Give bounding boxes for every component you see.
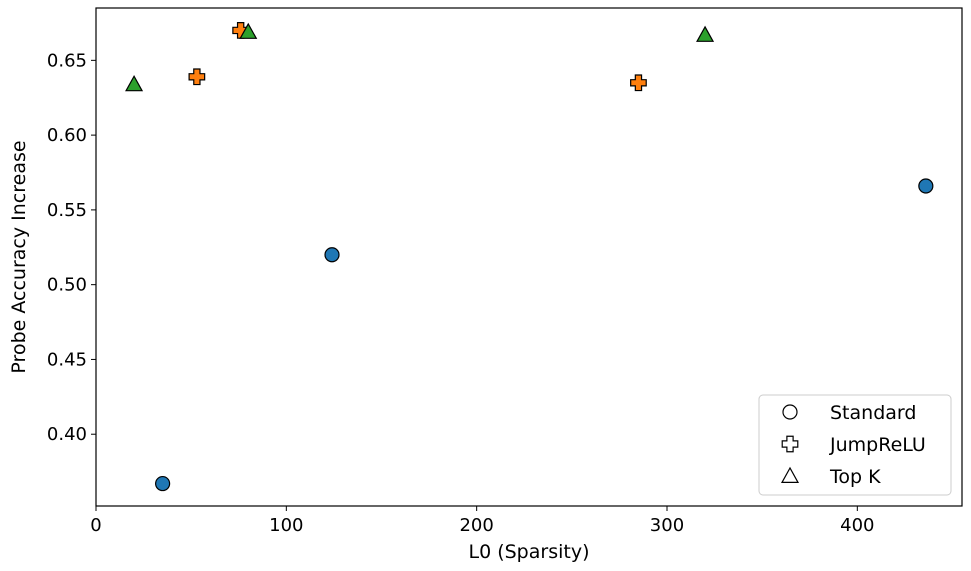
data-point-x xyxy=(630,74,647,92)
plot-frame xyxy=(95,7,963,507)
data-point-circle xyxy=(324,247,340,263)
y-tick-label: 0.40 xyxy=(47,424,87,445)
x-tick-label: 200 xyxy=(459,515,493,536)
x-tick-label: 300 xyxy=(650,515,684,536)
legend-label: JumpReLU xyxy=(829,434,926,456)
plot-area xyxy=(95,7,963,507)
data-point-triangle xyxy=(239,22,258,39)
y-axis-label: Probe Accuracy Increase xyxy=(8,140,30,373)
y-tick-label: 0.55 xyxy=(47,200,87,221)
legend-label: Standard xyxy=(830,402,916,424)
x-axis-label: L0 (Sparsity) xyxy=(469,541,590,563)
data-point-circle xyxy=(918,178,934,194)
x-tick-label: 100 xyxy=(269,515,303,536)
data-point-circle xyxy=(155,475,171,492)
y-tick-label: 0.60 xyxy=(47,125,87,146)
data-point-triangle xyxy=(696,25,715,42)
x-tick-label: 400 xyxy=(840,515,874,536)
legend-marker-x xyxy=(781,435,799,453)
data-point-x xyxy=(188,68,206,86)
legend-label: Top K xyxy=(829,466,881,488)
legend-box xyxy=(758,394,952,496)
legend-marker-triangle xyxy=(780,466,800,483)
legend-marker-circle xyxy=(782,404,798,420)
legend: Standard JumpReLU Top K xyxy=(758,394,952,496)
data-points xyxy=(125,22,934,492)
data-point-triangle xyxy=(125,75,144,92)
y-tick-label: 0.65 xyxy=(47,50,87,71)
axis-ticks: 0 100 200 300 400 0.40 0.45 0.50 0.55 0.60 0.65 xyxy=(47,50,875,536)
y-tick-label: 0.50 xyxy=(47,275,87,296)
x-tick-label: 0 xyxy=(90,515,101,536)
y-tick-label: 0.45 xyxy=(47,349,87,370)
